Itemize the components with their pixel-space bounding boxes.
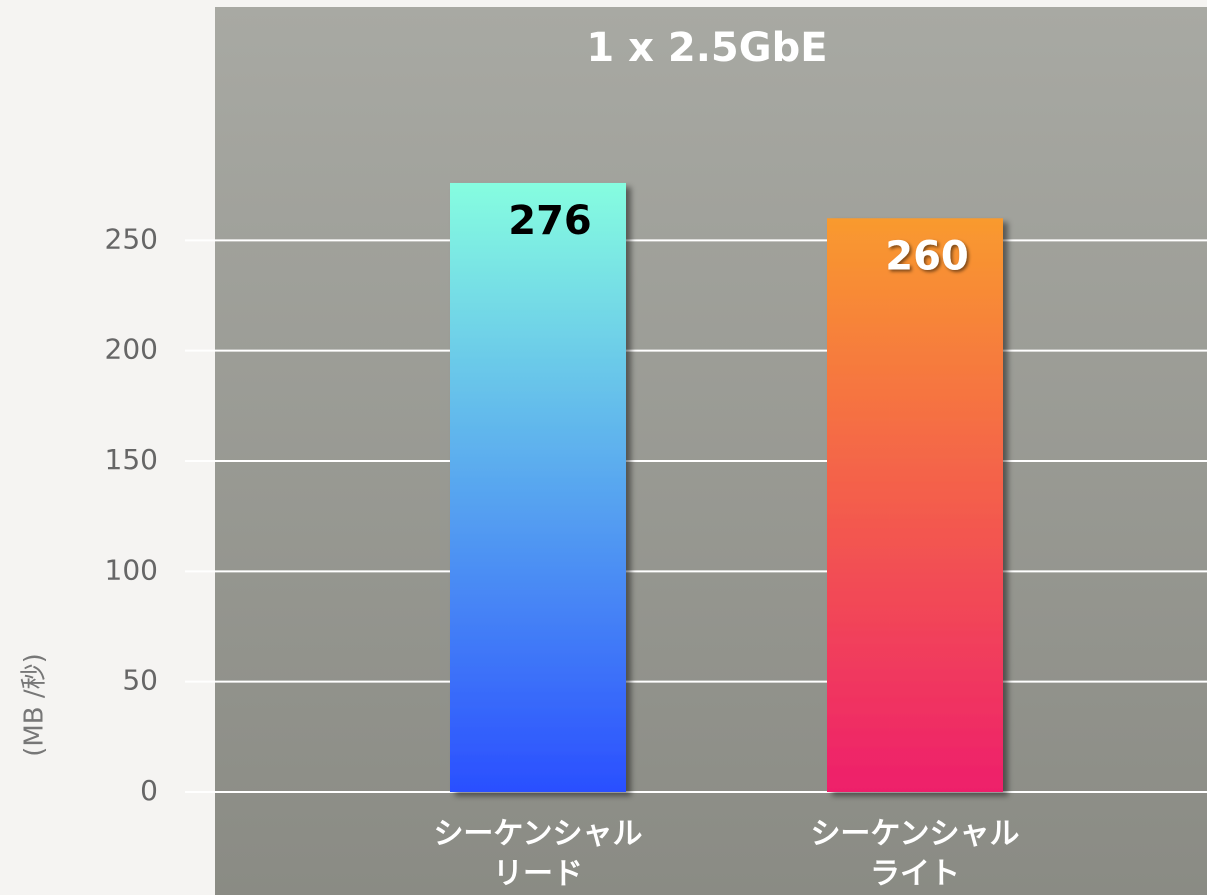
bar xyxy=(827,218,1003,792)
y-tick-label: 250 xyxy=(105,222,158,255)
x-tick-label: リード xyxy=(493,857,583,892)
y-tick-label: 150 xyxy=(105,443,158,476)
y-tick-label: 100 xyxy=(105,553,158,586)
chart-title: 1 x 2.5GbE xyxy=(586,25,827,71)
bar xyxy=(450,182,626,792)
y-tick-label: 50 xyxy=(122,664,158,697)
plot-panel xyxy=(215,7,1207,895)
y-tick-label: 200 xyxy=(105,333,158,366)
y-tick-label: 0 xyxy=(140,774,158,807)
x-tick-label: シーケンシャル xyxy=(433,817,642,852)
x-tick-label: シーケンシャル xyxy=(810,817,1019,852)
value-label: 260 xyxy=(885,233,969,279)
value-label: 276 xyxy=(508,198,592,244)
x-tick-label: ライト xyxy=(870,857,960,892)
y-axis-label: (MB /秒) xyxy=(20,653,50,757)
